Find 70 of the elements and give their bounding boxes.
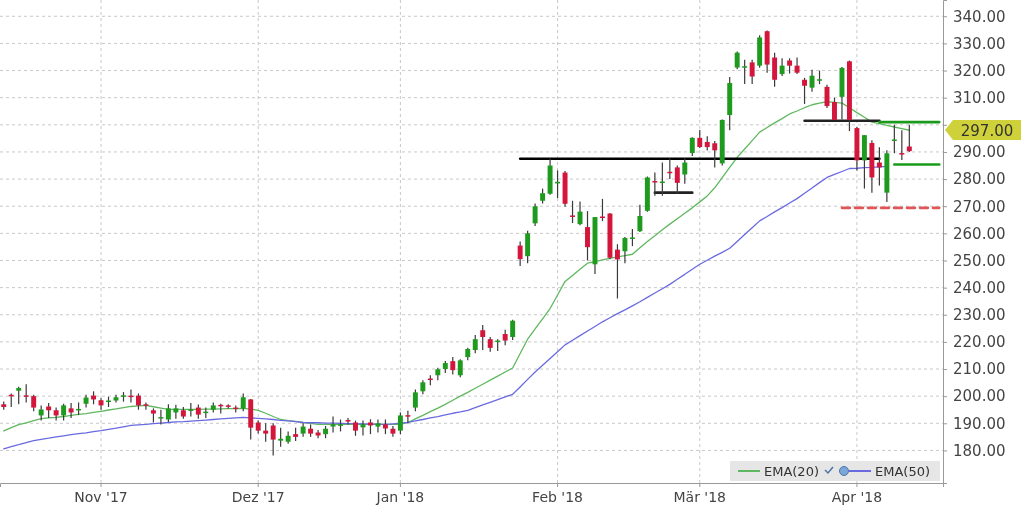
y-tick-label: 310.00 <box>953 88 1006 107</box>
candlestick <box>637 204 643 233</box>
y-tick-label: 230.00 <box>953 306 1006 325</box>
candlestick <box>712 140 718 169</box>
candlestick <box>832 97 837 121</box>
candlestick <box>375 418 381 434</box>
y-tick-label: 190.00 <box>953 414 1006 433</box>
candlestick <box>158 409 164 425</box>
candlestick <box>570 200 576 224</box>
candlestick <box>278 427 284 448</box>
x-tick-label: Nov '17 <box>74 488 128 505</box>
candlestick <box>315 429 321 439</box>
x-tick-label: Jan '18 <box>375 488 425 505</box>
y-tick-label: 270.00 <box>953 197 1006 216</box>
candlestick <box>405 410 411 424</box>
y-tick-label: 240.00 <box>953 278 1006 297</box>
candlestick <box>390 425 396 438</box>
candlestick <box>68 402 74 419</box>
candlestick <box>143 401 149 411</box>
y-tick-label: 320.00 <box>953 61 1006 80</box>
candlestick <box>270 422 276 457</box>
x-tick-label: Mär '18 <box>673 488 727 505</box>
candlestick <box>285 430 291 445</box>
candlestick <box>622 236 628 264</box>
candlestick <box>330 415 336 434</box>
candlestick <box>517 240 523 267</box>
candlestick <box>263 422 269 443</box>
y-tick-label: 200.00 <box>953 387 1006 406</box>
x-tick-label: Apr '18 <box>831 488 883 505</box>
y-tick-label: 180.00 <box>953 441 1006 460</box>
candlestick <box>794 56 800 75</box>
candlestick <box>749 59 755 85</box>
y-tick-label: 280.00 <box>953 170 1006 189</box>
candlestick <box>689 136 695 157</box>
candlestick <box>412 388 418 412</box>
x-tick-label: Feb '18 <box>532 488 584 505</box>
candlestick <box>899 129 905 161</box>
candlestick <box>345 417 351 425</box>
y-tick-label: 290.00 <box>953 143 1006 162</box>
legend-label: EMA(20) <box>763 464 819 479</box>
legend-label: EMA(50) <box>874 464 930 479</box>
text: 297.00 <box>960 121 1014 140</box>
candlestick <box>510 319 516 341</box>
candlestick <box>772 52 778 88</box>
candlestick <box>23 383 29 404</box>
candlestick <box>585 210 590 262</box>
candlestick <box>83 394 89 409</box>
candlestick <box>525 230 531 264</box>
y-tick-label: 210.00 <box>953 360 1006 379</box>
candlestick <box>480 324 486 351</box>
candlestick <box>614 243 620 300</box>
candlestick <box>779 57 785 77</box>
candlestick <box>674 164 680 195</box>
candlestick <box>397 411 403 435</box>
candlestick <box>53 406 59 422</box>
y-tick-label: 220.00 <box>953 333 1006 352</box>
y-tick-label: 340.00 <box>953 7 1006 26</box>
line-series <box>3 101 910 432</box>
candlestick <box>173 404 179 420</box>
candlestick <box>532 202 538 227</box>
candlestick <box>802 77 808 105</box>
y-tick-label: 250.00 <box>953 251 1006 270</box>
candlestick <box>891 124 897 154</box>
candlestick <box>742 59 748 85</box>
candlestick <box>98 397 104 411</box>
y-tick-label: 330.00 <box>953 34 1006 53</box>
y-tick-label: 260.00 <box>953 224 1006 243</box>
candlestick <box>682 157 688 185</box>
candlestick <box>472 334 478 354</box>
x-tick-label: Dez '17 <box>231 488 285 505</box>
